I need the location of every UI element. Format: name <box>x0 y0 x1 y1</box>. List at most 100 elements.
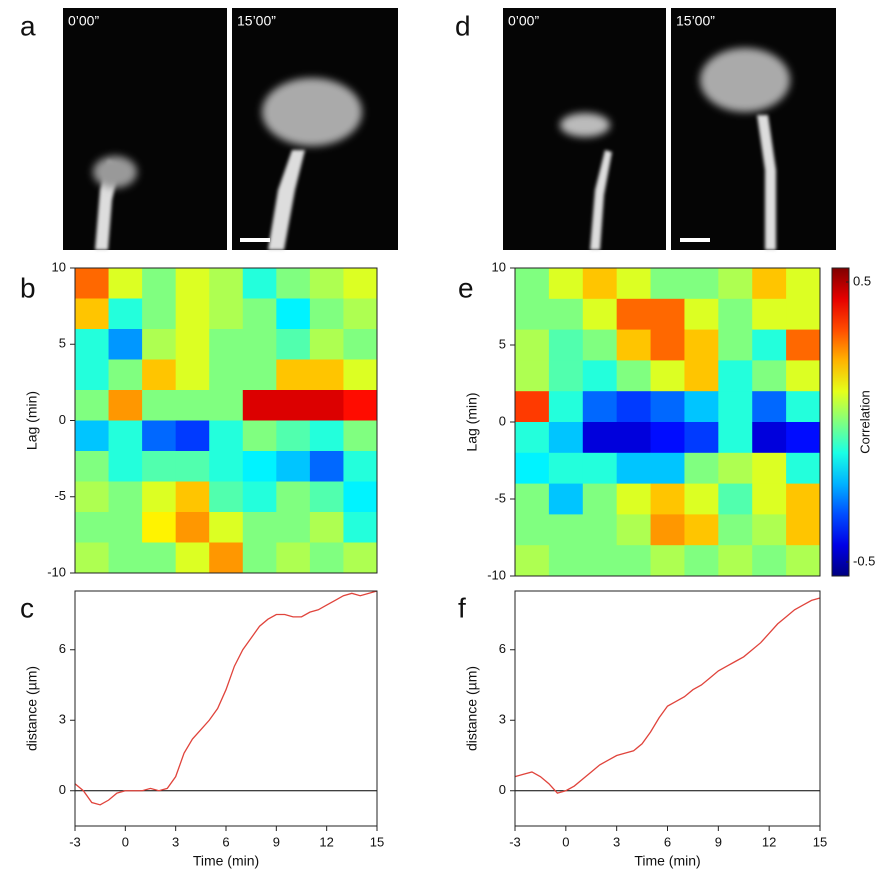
heatmap-cell <box>684 545 719 576</box>
heatmap-cell <box>786 545 820 576</box>
heatmap-cell <box>718 268 753 300</box>
heatmap-cell <box>650 268 685 300</box>
heatmap-cell <box>718 483 753 515</box>
heatmap-cell <box>175 329 210 360</box>
heatmap-cell <box>515 545 550 576</box>
heatmap-cell <box>650 545 685 576</box>
heatmap-cell <box>786 360 820 392</box>
micrograph <box>671 8 836 250</box>
heatmap-cell <box>75 268 110 299</box>
y-axis-label: Lag (min) <box>464 392 480 451</box>
heatmap-cell <box>650 360 685 392</box>
heatmap-cell <box>175 298 210 330</box>
heatmap-cell <box>616 268 652 300</box>
heatmap-cell <box>309 390 344 421</box>
y-tick-label: 6 <box>499 641 506 656</box>
heatmap-cell <box>786 268 820 300</box>
y-tick-label: 3 <box>59 712 66 727</box>
heatmap-cell <box>175 390 210 421</box>
heatmap-cell <box>650 422 685 454</box>
x-tick-label: 6 <box>664 834 671 849</box>
heatmap-cell <box>309 542 344 573</box>
heatmap-cell <box>684 391 719 423</box>
heatmap-cell <box>343 542 377 573</box>
heatmap-cell <box>242 512 277 543</box>
x-tick-label: 9 <box>273 834 280 849</box>
y-tick-label: 6 <box>59 641 66 656</box>
heatmap-cell <box>75 542 110 573</box>
panel-letter: e <box>458 272 474 303</box>
heatmap-cell <box>616 422 652 454</box>
heatmap-cell <box>276 451 311 482</box>
x-axis-label: Time (min) <box>634 853 700 869</box>
heatmap-cell <box>616 391 652 423</box>
y-tick-label: -10 <box>487 567 506 582</box>
heatmap-cell <box>309 329 344 360</box>
colorbar-tick-label: 0.5 <box>853 273 871 288</box>
heatmap-cell <box>515 268 550 300</box>
heatmap-cell <box>175 512 210 543</box>
heatmap-cell <box>650 483 685 515</box>
y-tick-label: 0 <box>499 782 506 797</box>
heatmap-cell <box>175 451 210 482</box>
heatmap-cell <box>309 451 344 482</box>
heatmap-cell <box>684 452 719 485</box>
heatmap-cell <box>786 298 820 331</box>
colorbar-tick-label: -0.5 <box>853 553 875 568</box>
heatmap-cell <box>209 298 244 330</box>
cell <box>93 156 137 250</box>
heatmap-cell <box>108 359 143 391</box>
cell <box>560 113 612 250</box>
x-tick-label: 0 <box>122 834 129 849</box>
heatmap-cell <box>582 360 618 392</box>
y-tick-label: 0 <box>499 413 506 428</box>
y-axis-label: Lag (min) <box>24 391 40 450</box>
heatmap-cell <box>582 422 618 454</box>
heatmap-cell <box>242 298 277 330</box>
heatmap-cell <box>75 298 110 330</box>
heatmap-cell <box>515 483 550 515</box>
heatmap-cell <box>616 545 652 576</box>
heatmap-cell <box>242 268 277 299</box>
heatmap-cell <box>209 268 244 299</box>
heatmap-cell <box>108 420 143 452</box>
heatmap-cell <box>343 481 377 513</box>
heatmap-cell <box>582 514 618 546</box>
x-tick-label: 3 <box>172 834 179 849</box>
heatmap-cell <box>309 298 344 330</box>
heatmap-cell <box>786 514 820 546</box>
heatmap-cell <box>175 481 210 513</box>
heatmap-cell <box>786 329 820 361</box>
heatmap-cell <box>276 298 311 330</box>
y-tick-label: 0 <box>59 412 66 427</box>
heatmap-cell <box>718 329 753 361</box>
heatmap-cell <box>515 298 550 331</box>
heatmap-cell <box>142 420 177 452</box>
heatmap-cell <box>548 391 584 423</box>
plot-frame <box>74 590 378 827</box>
y-tick-label: -5 <box>494 490 506 505</box>
heatmap-cell <box>582 452 618 485</box>
panel-letter: c <box>20 592 34 623</box>
heatmap-cell <box>752 391 787 423</box>
heatmap-cell <box>309 359 344 391</box>
heatmap-cell <box>276 512 311 543</box>
heatmap-cell <box>684 514 719 546</box>
heatmap-cell <box>142 542 177 573</box>
heatmap-cell <box>616 514 652 546</box>
heatmap-cell <box>684 329 719 361</box>
heatmap-cell <box>718 422 753 454</box>
heatmap-cell <box>142 359 177 391</box>
heatmap-cell <box>142 268 177 299</box>
heatmap-cell <box>582 298 618 331</box>
heatmap-cell <box>616 298 652 331</box>
heatmap-cell <box>75 329 110 360</box>
panel-letter: a <box>20 10 36 41</box>
heatmap-cell <box>343 390 377 421</box>
heatmap-cell <box>343 298 377 330</box>
heatmap-cell <box>752 268 787 300</box>
y-axis-label: distance (µm) <box>24 666 40 751</box>
heatmap-cell <box>276 359 311 391</box>
heatmap-cell <box>616 360 652 392</box>
heatmap-cell <box>786 483 820 515</box>
